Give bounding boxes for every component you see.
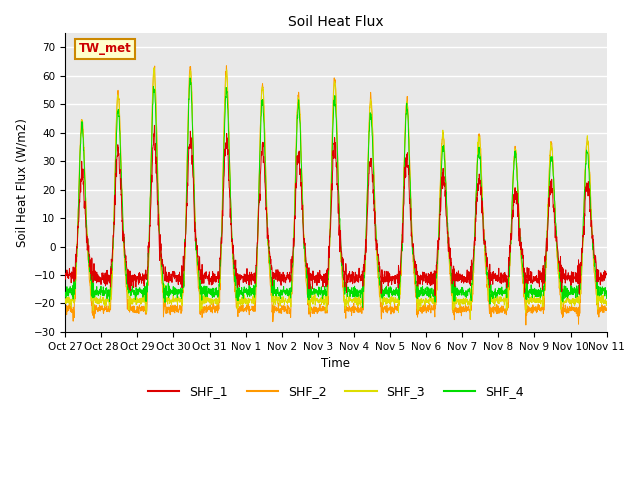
SHF_3 <box>467 316 474 322</box>
SHF_4 <box>570 285 578 290</box>
SHF_3 <box>61 301 69 307</box>
SHF_3 <box>603 299 611 304</box>
SHF_3 <box>150 65 158 71</box>
Text: TW_met: TW_met <box>79 42 131 55</box>
SHF_2 <box>493 311 501 316</box>
SHF_1 <box>431 293 439 299</box>
SHF_3 <box>352 300 360 305</box>
X-axis label: Time: Time <box>321 357 350 370</box>
SHF_2 <box>352 307 360 312</box>
SHF_1 <box>493 278 501 284</box>
SHF_4 <box>61 293 69 299</box>
SHF_4 <box>186 75 194 81</box>
SHF_3 <box>493 299 501 305</box>
SHF_4 <box>352 291 360 297</box>
SHF_4 <box>364 181 371 187</box>
Title: Soil Heat Flux: Soil Heat Flux <box>288 15 384 29</box>
SHF_1 <box>212 274 220 279</box>
SHF_1 <box>603 272 611 278</box>
SHF_3 <box>570 297 578 303</box>
Line: SHF_1: SHF_1 <box>65 125 607 296</box>
SHF_1 <box>570 276 578 281</box>
SHF_2 <box>61 309 69 314</box>
SHF_3 <box>556 272 563 278</box>
SHF_1 <box>61 273 69 279</box>
SHF_4 <box>493 290 501 296</box>
SHF_2 <box>522 322 530 328</box>
SHF_1 <box>352 279 360 285</box>
SHF_4 <box>556 268 563 274</box>
SHF_3 <box>364 186 371 192</box>
SHF_2 <box>212 306 220 312</box>
SHF_4 <box>359 304 367 310</box>
SHF_2 <box>223 63 230 69</box>
Y-axis label: Soil Heat Flux (W/m2): Soil Heat Flux (W/m2) <box>15 118 28 247</box>
Legend: SHF_1, SHF_2, SHF_3, SHF_4: SHF_1, SHF_2, SHF_3, SHF_4 <box>143 381 529 404</box>
SHF_2 <box>364 189 371 195</box>
SHF_2 <box>570 305 578 311</box>
SHF_4 <box>212 285 220 291</box>
SHF_1 <box>556 258 563 264</box>
SHF_1 <box>150 122 158 128</box>
Line: SHF_3: SHF_3 <box>65 68 607 319</box>
Line: SHF_4: SHF_4 <box>65 78 607 307</box>
Line: SHF_2: SHF_2 <box>65 66 607 325</box>
SHF_1 <box>364 210 371 216</box>
SHF_4 <box>603 296 611 301</box>
SHF_2 <box>556 285 563 291</box>
SHF_2 <box>603 305 611 311</box>
SHF_3 <box>212 300 220 305</box>
